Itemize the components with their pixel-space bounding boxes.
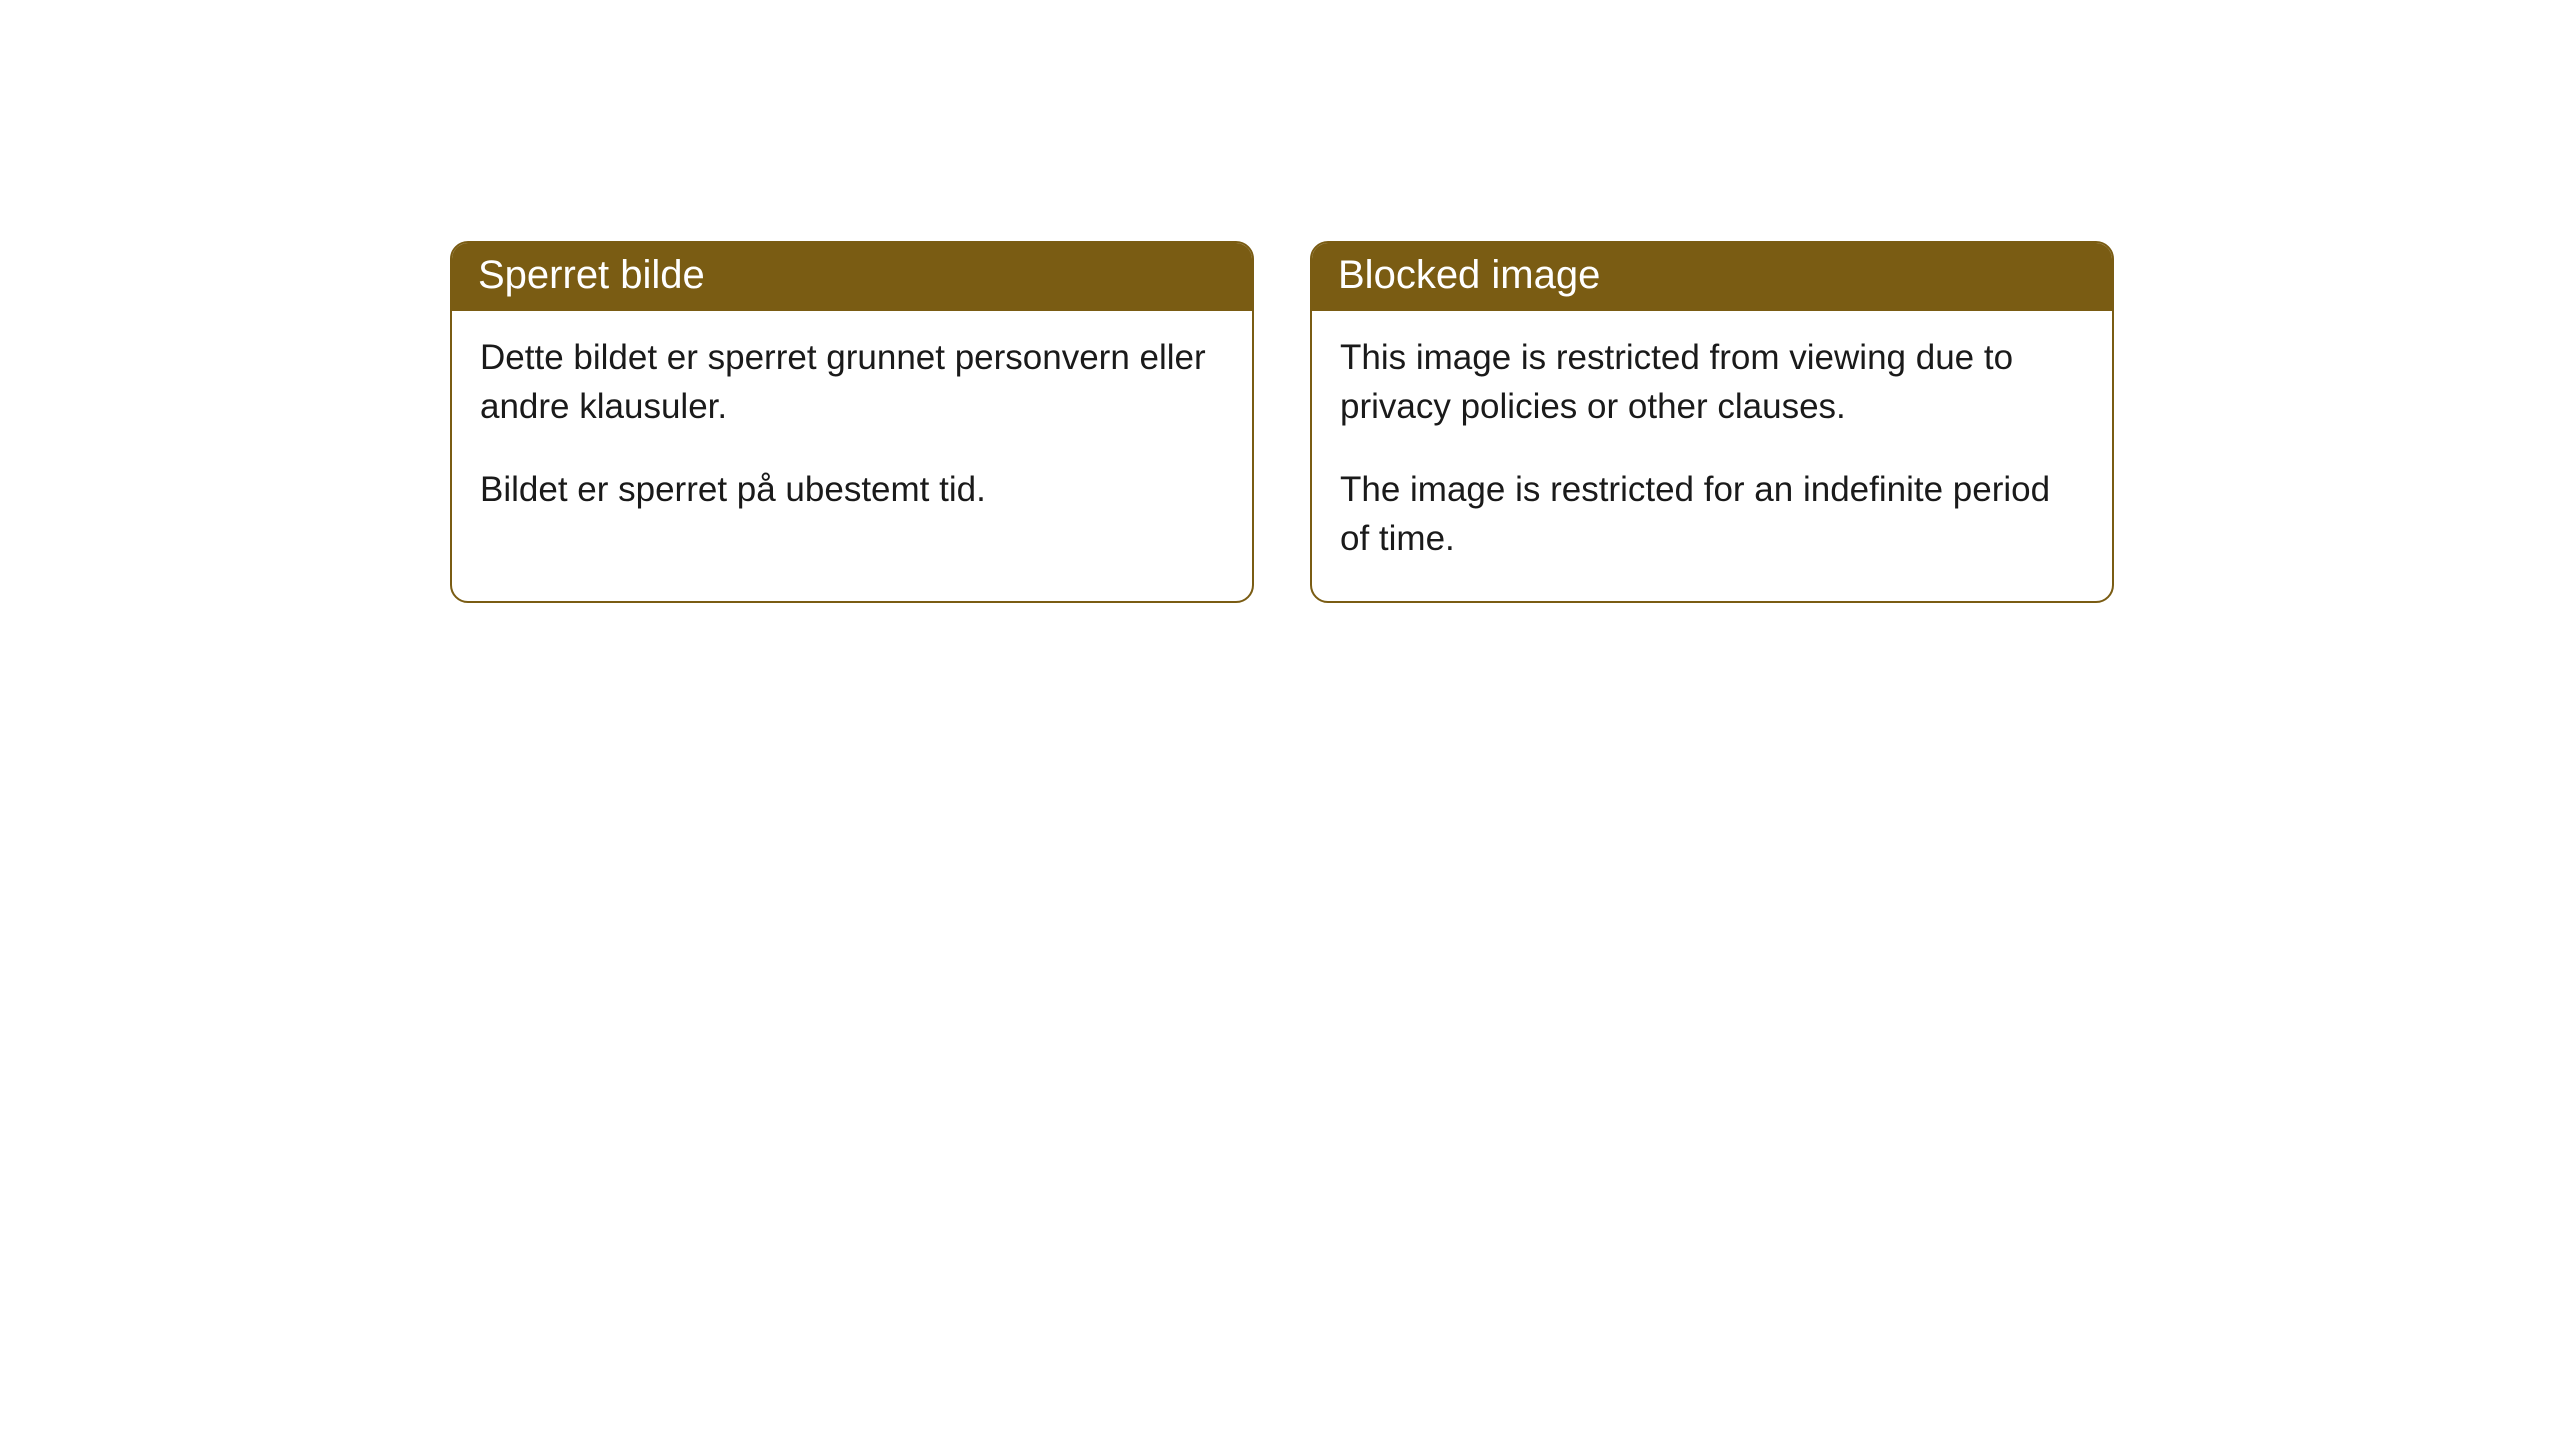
card-body-en: This image is restricted from viewing du… <box>1312 311 2112 601</box>
card-body-no: Dette bildet er sperret grunnet personve… <box>452 311 1252 552</box>
card-para1-no: Dette bildet er sperret grunnet personve… <box>480 333 1224 431</box>
blocked-image-card-en: Blocked image This image is restricted f… <box>1310 241 2114 603</box>
card-header-en: Blocked image <box>1312 243 2112 311</box>
card-para1-en: This image is restricted from viewing du… <box>1340 333 2084 431</box>
card-header-no: Sperret bilde <box>452 243 1252 311</box>
notice-container: Sperret bilde Dette bildet er sperret gr… <box>450 241 2114 603</box>
card-para2-en: The image is restricted for an indefinit… <box>1340 465 2084 563</box>
blocked-image-card-no: Sperret bilde Dette bildet er sperret gr… <box>450 241 1254 603</box>
card-para2-no: Bildet er sperret på ubestemt tid. <box>480 465 1224 514</box>
